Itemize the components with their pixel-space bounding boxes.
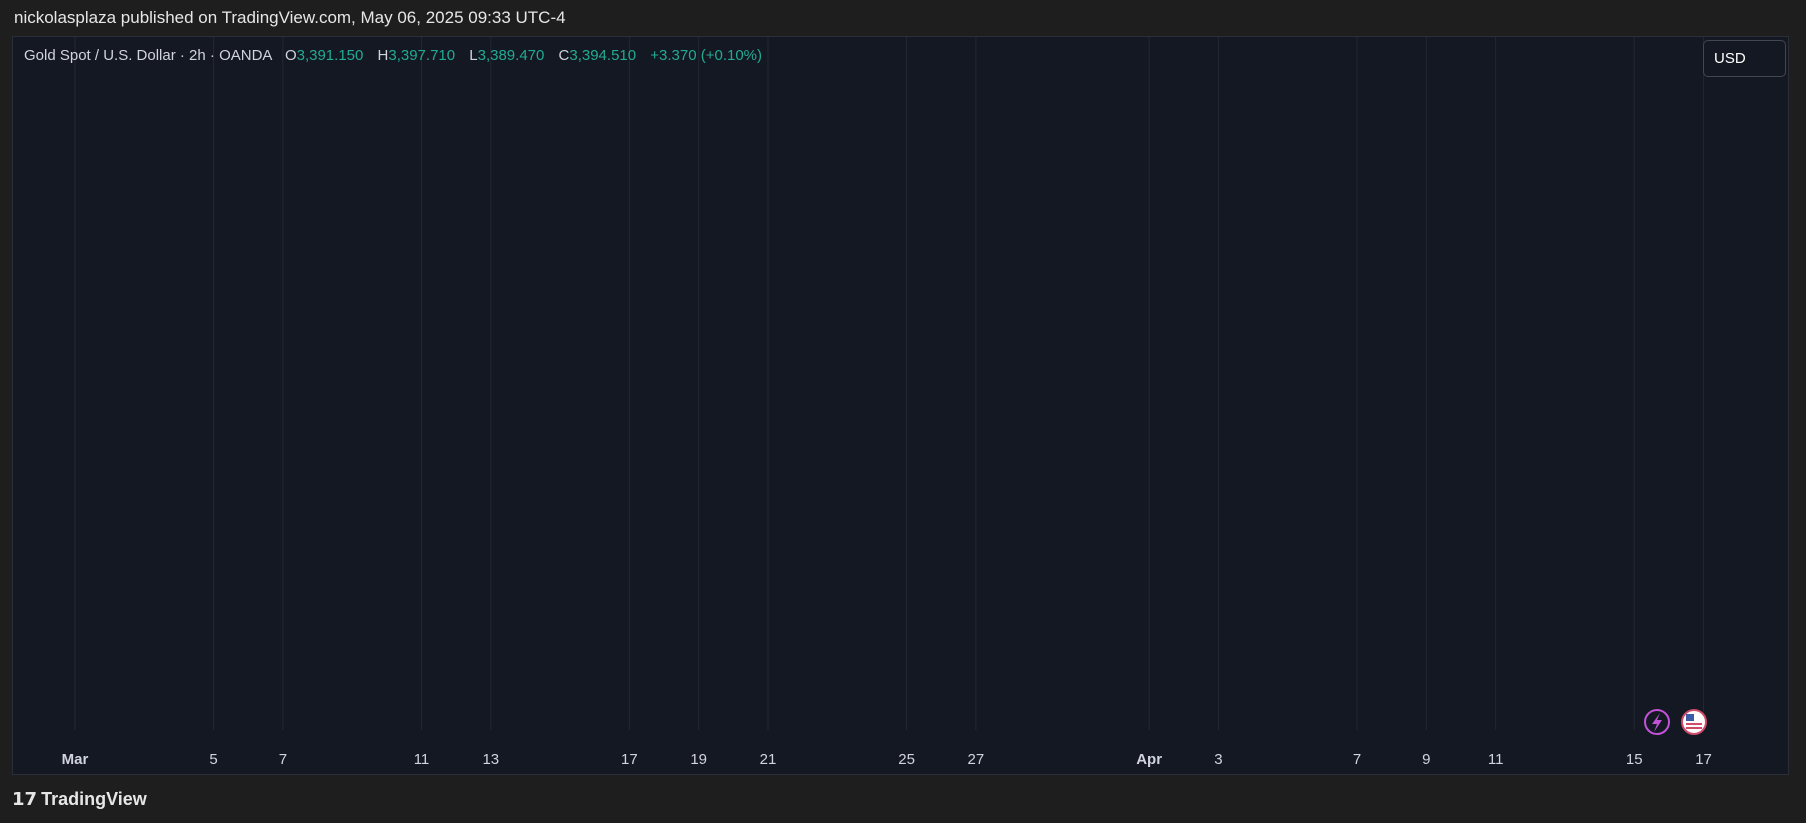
close-label: C (558, 47, 570, 64)
lightning-icon[interactable] (1644, 709, 1670, 735)
change-value: +3.370 (+0.10%) (650, 47, 763, 64)
date-tick-label: 5 (209, 751, 217, 768)
tradingview-mark-icon: 17 (12, 789, 38, 810)
chart-panel[interactable] (12, 36, 1789, 775)
date-tick-label: 13 (482, 751, 499, 768)
publish-info: nickolasplaza published on TradingView.c… (14, 8, 566, 27)
date-tick-label: 11 (1488, 751, 1504, 768)
grid-lines (74, 37, 1705, 730)
date-tick-label: 9 (1422, 751, 1430, 768)
date-tick-label: 11 (414, 751, 430, 768)
date-tick-label: 7 (1353, 751, 1361, 768)
date-tick-label: 19 (690, 751, 707, 768)
time-axis: Mar5711131719212527Apr379111517222428May… (62, 751, 1712, 768)
date-tick-label: 7 (279, 751, 287, 768)
brand-name: TradingView (41, 789, 147, 809)
high-value: 3,397.710 (388, 47, 456, 64)
date-tick-label: 17 (621, 751, 638, 768)
low-label: L (469, 47, 478, 64)
currency-button[interactable]: USD (1703, 40, 1786, 77)
high-label: H (377, 47, 389, 64)
date-tick-label: 21 (760, 751, 777, 768)
us-flag-icon[interactable] (1681, 709, 1707, 735)
date-tick-label: Apr (1136, 751, 1162, 768)
open-value: 3,391.150 (296, 47, 364, 64)
symbol-legend: Gold Spot / U.S. Dollar · 2h · OANDA O3,… (24, 47, 772, 64)
close-value: 3,394.510 (569, 47, 637, 64)
date-tick-label: 3 (1214, 751, 1222, 768)
date-tick-label: 15 (1626, 751, 1643, 768)
chart-badges (1644, 709, 1707, 735)
symbol-name: Gold Spot / U.S. Dollar · 2h · OANDA (24, 47, 273, 64)
date-tick-label: Mar (62, 751, 89, 768)
date-tick-label: 25 (898, 751, 915, 768)
date-tick-label: 27 (968, 751, 985, 768)
open-label: O (284, 47, 297, 64)
date-tick-label: 17 (1695, 751, 1712, 768)
tradingview-logo[interactable]: 17 TradingView (12, 789, 147, 810)
low-value: 3,389.470 (477, 47, 545, 64)
